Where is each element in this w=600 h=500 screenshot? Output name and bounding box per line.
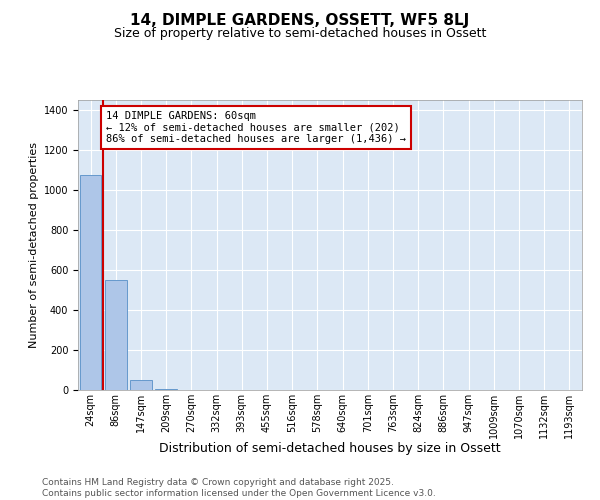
Bar [155, 389, 177, 390]
Text: Contains HM Land Registry data © Crown copyright and database right 2025.
Contai: Contains HM Land Registry data © Crown c… [42, 478, 436, 498]
Y-axis label: Number of semi-detached properties: Number of semi-detached properties [29, 142, 40, 348]
X-axis label: Distribution of semi-detached houses by size in Ossett: Distribution of semi-detached houses by … [159, 442, 501, 456]
Text: 14, DIMPLE GARDENS, OSSETT, WF5 8LJ: 14, DIMPLE GARDENS, OSSETT, WF5 8LJ [130, 12, 470, 28]
Bar [80, 175, 101, 390]
Text: 14 DIMPLE GARDENS: 60sqm
← 12% of semi-detached houses are smaller (202)
86% of : 14 DIMPLE GARDENS: 60sqm ← 12% of semi-d… [106, 111, 406, 144]
Bar [130, 380, 152, 390]
Text: Size of property relative to semi-detached houses in Ossett: Size of property relative to semi-detach… [114, 28, 486, 40]
Bar [105, 280, 127, 390]
